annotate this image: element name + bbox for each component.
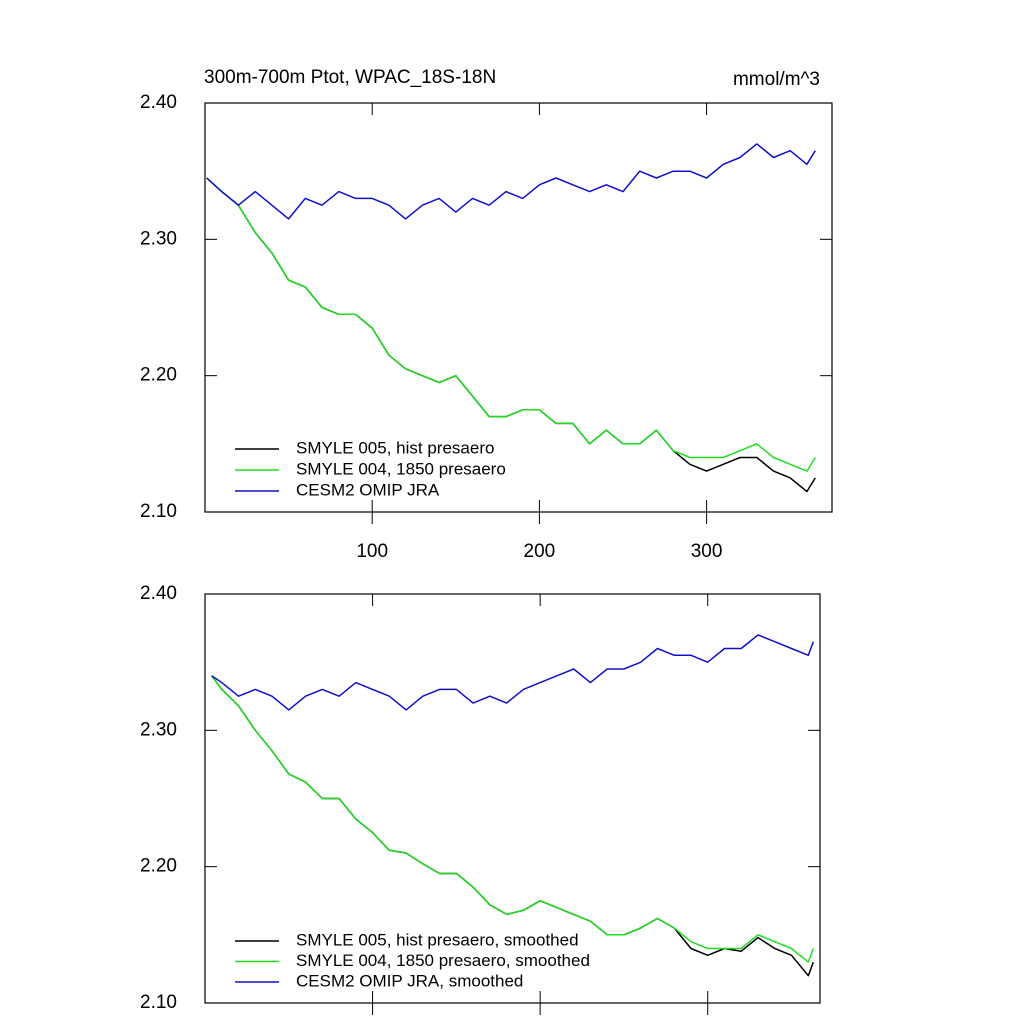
x-tick-label: 300 [691,541,723,562]
legend-label: CESM2 OMIP JRA, smoothed [296,971,523,990]
x-tick-label: 100 [356,541,388,562]
y-tick-label: 2.30 [140,228,177,249]
y-tick-label: 2.20 [140,365,177,386]
plot-frame [204,593,821,1004]
unit-label: mmol/m^3 [733,69,820,90]
legend-label: SMYLE 004, 1850 presaero [296,459,506,478]
series-line [211,675,815,963]
chart-title: 300m-700m Ptot, WPAC_18S-18N [204,67,496,88]
y-tick-label: 2.40 [140,92,177,113]
y-tick-label: 2.10 [140,501,177,522]
y-tick-label: 2.30 [140,719,177,740]
y-tick-label: 2.40 [140,583,177,604]
legend-label: SMYLE 005, hist presaero, smoothed [296,930,579,949]
x-tick-label: 200 [524,541,556,562]
plot-frame [204,102,833,513]
y-tick-label: 2.20 [140,856,177,877]
series-line [206,143,816,220]
legend-label: SMYLE 004, 1850 presaero, smoothed [296,951,590,970]
series-line [206,177,816,472]
y-tick-label: 2.10 [140,992,177,1013]
legend-label: SMYLE 005, hist presaero [296,438,494,457]
legend-label: CESM2 OMIP JRA [296,480,440,499]
series-line [211,634,815,711]
